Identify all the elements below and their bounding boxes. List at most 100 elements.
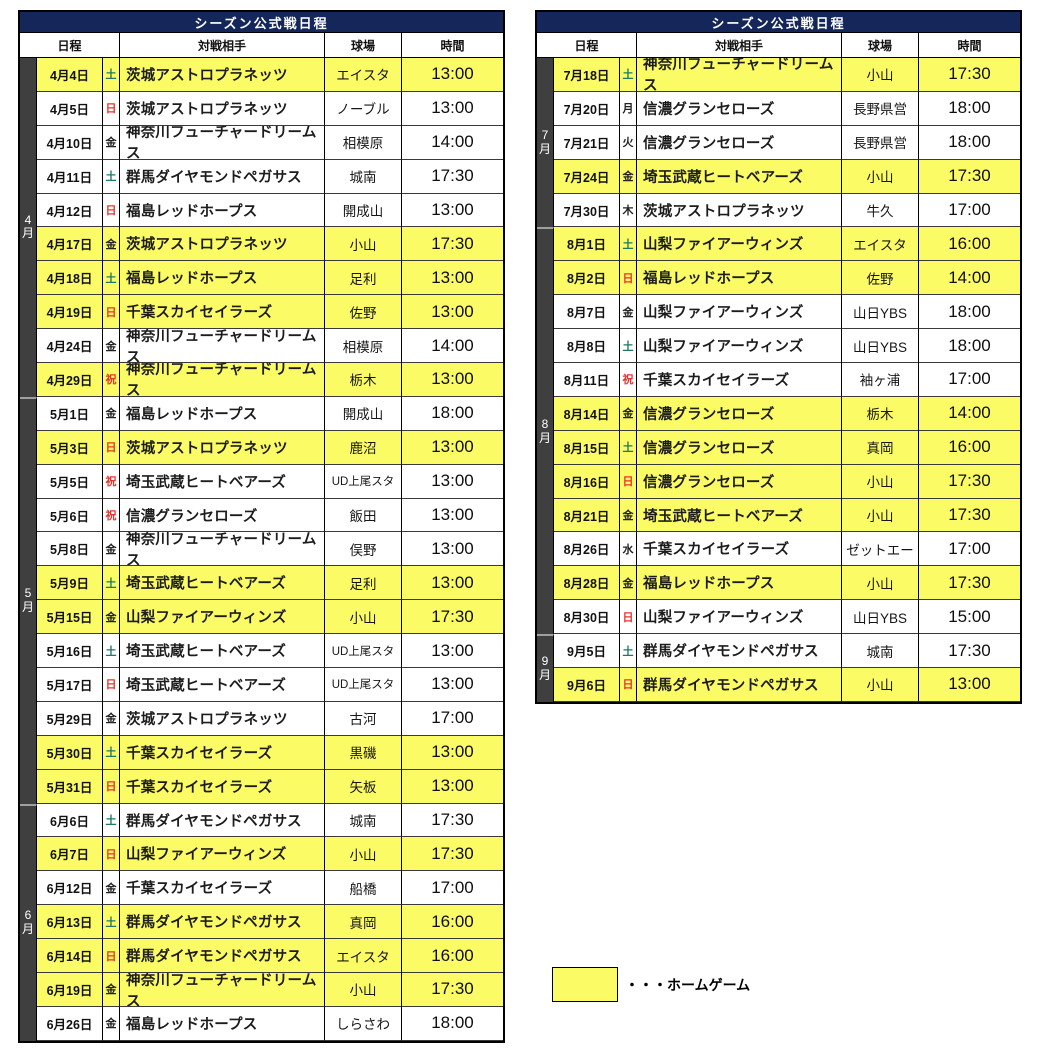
weekday-cell: 日 bbox=[103, 91, 120, 126]
stadium-cell: 小山 bbox=[325, 837, 402, 872]
opponent-cell: 茨城アストロプラネッツ bbox=[120, 227, 325, 262]
weekday-cell: 日 bbox=[103, 430, 120, 465]
time-cell: 14:00 bbox=[402, 125, 503, 160]
time-cell: 17:00 bbox=[919, 363, 1020, 397]
weekday-cell: 日 bbox=[103, 769, 120, 804]
weekday-cell: 金 bbox=[103, 701, 120, 736]
date-cell: 4月29日 bbox=[37, 363, 103, 397]
date-cell: 5月3日 bbox=[37, 430, 103, 465]
stadium-cell: 栃木 bbox=[325, 363, 402, 397]
home-game-legend-label: ・・・ホームゲーム bbox=[625, 976, 751, 993]
date-cell: 5月31日 bbox=[37, 769, 103, 804]
weekday-cell: 金 bbox=[620, 159, 637, 194]
time-cell: 17:30 bbox=[402, 159, 503, 194]
stadium-cell: UD上尾スタ bbox=[325, 464, 402, 499]
home-game-color-swatch bbox=[552, 967, 618, 1002]
weekday-cell: 土 bbox=[620, 329, 637, 364]
opponent-cell: 神奈川フューチャードリームス bbox=[637, 58, 842, 92]
date-cell: 8月2日 bbox=[554, 261, 620, 296]
column-header-stadium: 球場 bbox=[842, 33, 919, 57]
opponent-cell: 信濃グランセローズ bbox=[637, 396, 842, 431]
date-cell: 4月19日 bbox=[37, 295, 103, 330]
weekday-cell: 土 bbox=[103, 261, 120, 296]
date-cell: 5月8日 bbox=[37, 532, 103, 567]
time-cell: 16:00 bbox=[919, 227, 1020, 262]
stadium-cell: 相模原 bbox=[325, 125, 402, 160]
stadium-cell: 足利 bbox=[325, 566, 402, 601]
opponent-cell: 神奈川フューチャードリームス bbox=[120, 125, 325, 160]
date-cell: 5月16日 bbox=[37, 634, 103, 669]
date-cell: 7月21日 bbox=[554, 125, 620, 160]
weekday-cell: 金 bbox=[103, 396, 120, 431]
stadium-cell: 牛久 bbox=[842, 193, 919, 228]
time-cell: 16:00 bbox=[919, 430, 1020, 465]
opponent-cell: 山梨ファイアーウィンズ bbox=[637, 227, 842, 262]
weekday-cell: 土 bbox=[103, 803, 120, 838]
opponent-cell: 茨城アストロプラネッツ bbox=[120, 701, 325, 736]
column-header-opponent: 対戦相手 bbox=[637, 33, 842, 57]
stadium-cell: 船橋 bbox=[325, 871, 402, 906]
weekday-cell: 土 bbox=[103, 159, 120, 194]
time-cell: 17:30 bbox=[402, 973, 503, 1007]
date-cell: 6月26日 bbox=[37, 1006, 103, 1041]
time-cell: 18:00 bbox=[919, 329, 1020, 364]
table-header-row: 日程 対戦相手 球場 時間 bbox=[20, 33, 503, 58]
stadium-cell: 佐野 bbox=[842, 261, 919, 296]
column-header-stadium: 球場 bbox=[325, 33, 402, 57]
stadium-cell: 足利 bbox=[325, 261, 402, 296]
stadium-cell: エイスタ bbox=[842, 227, 919, 262]
opponent-cell: 山梨ファイアーウィンズ bbox=[120, 837, 325, 872]
date-cell: 4月10日 bbox=[37, 125, 103, 160]
weekday-cell: 水 bbox=[620, 532, 637, 567]
stadium-cell: 小山 bbox=[325, 227, 402, 262]
date-cell: 4月12日 bbox=[37, 193, 103, 228]
time-cell: 13:00 bbox=[919, 668, 1020, 702]
opponent-cell: 信濃グランセローズ bbox=[637, 125, 842, 160]
weekday-cell: 土 bbox=[620, 58, 637, 92]
stadium-cell: 小山 bbox=[842, 58, 919, 92]
stadium-cell: UD上尾スタ bbox=[325, 634, 402, 669]
date-cell: 7月20日 bbox=[554, 91, 620, 126]
stadium-cell: 城南 bbox=[325, 803, 402, 838]
table-title: シーズン公式戦日程 bbox=[537, 12, 1020, 33]
weekday-cell: 祝 bbox=[103, 363, 120, 397]
opponent-cell: 群馬ダイヤモンドペガサス bbox=[120, 939, 325, 974]
time-cell: 13:00 bbox=[402, 464, 503, 499]
opponent-cell: 山梨ファイアーウィンズ bbox=[637, 329, 842, 364]
date-cell: 6月7日 bbox=[37, 837, 103, 872]
weekday-cell: 祝 bbox=[620, 363, 637, 397]
weekday-cell: 金 bbox=[620, 295, 637, 330]
stadium-cell: 小山 bbox=[842, 159, 919, 194]
opponent-cell: 茨城アストロプラネッツ bbox=[637, 193, 842, 228]
opponent-cell: 埼玉武蔵ヒートベアーズ bbox=[637, 498, 842, 533]
date-cell: 8月28日 bbox=[554, 566, 620, 601]
stadium-cell: 黒磯 bbox=[325, 735, 402, 770]
stadium-cell: 真岡 bbox=[325, 905, 402, 940]
time-cell: 13:00 bbox=[402, 261, 503, 296]
time-cell: 18:00 bbox=[919, 91, 1020, 126]
time-cell: 18:00 bbox=[402, 1006, 503, 1041]
opponent-cell: 千葉スカイセイラーズ bbox=[120, 735, 325, 770]
weekday-cell: 日 bbox=[620, 600, 637, 635]
date-cell: 6月6日 bbox=[37, 803, 103, 838]
date-cell: 6月13日 bbox=[37, 905, 103, 940]
stadium-cell: 小山 bbox=[325, 600, 402, 635]
time-cell: 16:00 bbox=[402, 905, 503, 940]
stadium-cell: 小山 bbox=[842, 668, 919, 702]
time-cell: 17:30 bbox=[919, 159, 1020, 194]
opponent-cell: 信濃グランセローズ bbox=[120, 498, 325, 533]
time-cell: 17:30 bbox=[919, 566, 1020, 601]
opponent-cell: 千葉スカイセイラーズ bbox=[120, 769, 325, 804]
time-cell: 13:00 bbox=[402, 363, 503, 397]
time-cell: 17:00 bbox=[402, 701, 503, 736]
stadium-cell: UD上尾スタ bbox=[325, 668, 402, 702]
stadium-cell: ノーブル bbox=[325, 91, 402, 126]
time-cell: 13:00 bbox=[402, 668, 503, 702]
weekday-cell: 日 bbox=[620, 261, 637, 296]
column-header-time: 時間 bbox=[957, 38, 982, 53]
weekday-cell: 土 bbox=[103, 735, 120, 770]
